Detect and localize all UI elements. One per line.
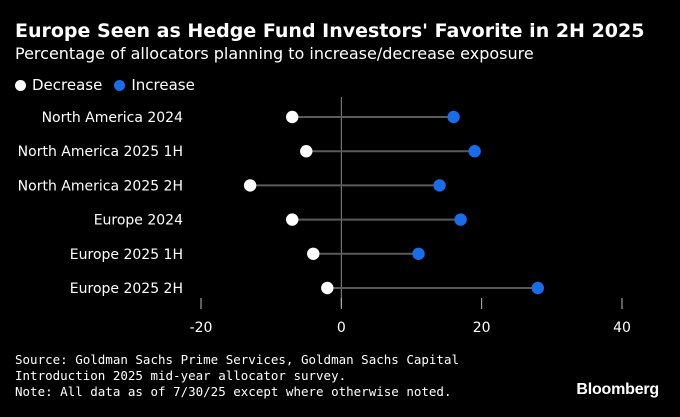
bloomberg-logo: Bloomberg [576,381,659,398]
category-label: Europe 2025 2H [70,281,183,297]
x-tick-label: 0 [337,320,346,336]
source-line-2: Introduction 2025 mid-year allocator sur… [15,368,347,383]
increase-point [454,213,467,226]
x-tick-label: 20 [473,320,491,336]
category-label: North America 2025 1H [18,144,183,160]
legend-item-decrease: Decrease [15,76,102,94]
x-tick-label: -20 [190,320,213,336]
legend: Decrease Increase [15,76,207,94]
decrease-point [243,179,257,192]
source-line-1: Source: Goldman Sachs Prime Services, Go… [15,352,460,367]
legend-marker-increase [114,79,126,91]
category-label: Europe 2024 [94,213,183,229]
decrease-point [307,247,320,260]
legend-item-increase: Increase [114,76,195,94]
decrease-point [321,281,334,295]
legend-label-increase: Increase [131,76,195,94]
increase-point [447,110,460,124]
source-note: Source: Goldman Sachs Prime Services, Go… [15,352,459,400]
increase-point [531,281,544,295]
legend-marker-decrease [15,79,26,91]
increase-point [433,179,446,192]
decrease-point [300,145,313,158]
chart-subtitle: Percentage of allocators planning to inc… [15,44,534,63]
chart-title: Europe Seen as Hedge Fund Investors' Fav… [15,20,645,42]
increase-point [468,145,481,158]
category-label: Europe 2025 1H [70,247,183,263]
category-label: North America 2025 2H [18,178,183,194]
note-line: Note: All data as of 7/30/25 except wher… [15,384,452,399]
increase-point [412,247,425,260]
category-label: North America 2024 [42,110,184,126]
decrease-point [286,110,299,124]
legend-label-decrease: Decrease [32,76,103,94]
decrease-point [286,213,299,226]
x-tick-label: 40 [613,320,631,336]
